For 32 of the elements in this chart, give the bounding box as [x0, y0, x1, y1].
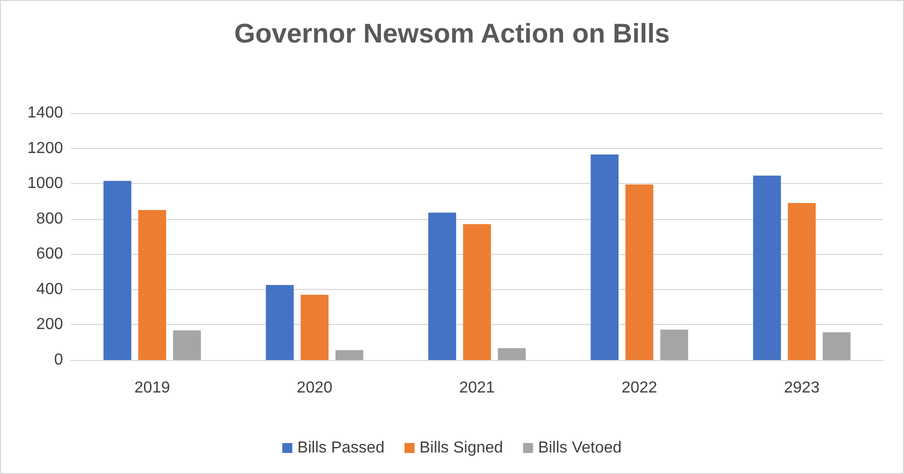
- y-tick-label: 800: [36, 210, 64, 228]
- y-tick-label: 1400: [27, 104, 64, 122]
- bar: [788, 202, 816, 360]
- bar: [498, 348, 526, 360]
- legend-label: Bills Passed: [297, 440, 384, 456]
- x-tick-label: 2019: [134, 380, 170, 396]
- bar: [660, 330, 688, 360]
- legend-label: Bills Signed: [419, 440, 504, 456]
- y-tick-label: 200: [36, 316, 64, 334]
- x-tick-label: 2022: [622, 380, 658, 396]
- y-tick-label: 1200: [27, 140, 64, 157]
- chart-title: Governor Newsom Action on Bills: [234, 18, 670, 48]
- bar: [335, 350, 364, 360]
- bar: [173, 330, 201, 360]
- bar: [753, 176, 781, 360]
- bar: [590, 154, 619, 360]
- y-tick-label: 600: [36, 246, 64, 263]
- x-tick-label: 2021: [459, 380, 495, 396]
- bar: [266, 285, 294, 360]
- legend-label: Bills Vetoed: [538, 440, 622, 456]
- bar: [822, 332, 851, 360]
- bar: [103, 180, 132, 360]
- bar: [138, 210, 166, 360]
- y-tick-label: 1000: [27, 175, 64, 192]
- y-tick-label: 400: [36, 280, 64, 298]
- y-tick-label: 0: [54, 352, 64, 368]
- x-tick-label: 2923: [784, 380, 820, 396]
- x-tick-label: 2020: [296, 380, 332, 396]
- bar: [625, 184, 654, 360]
- bar: [428, 212, 456, 360]
- bar: [300, 294, 329, 360]
- bar: [463, 224, 491, 360]
